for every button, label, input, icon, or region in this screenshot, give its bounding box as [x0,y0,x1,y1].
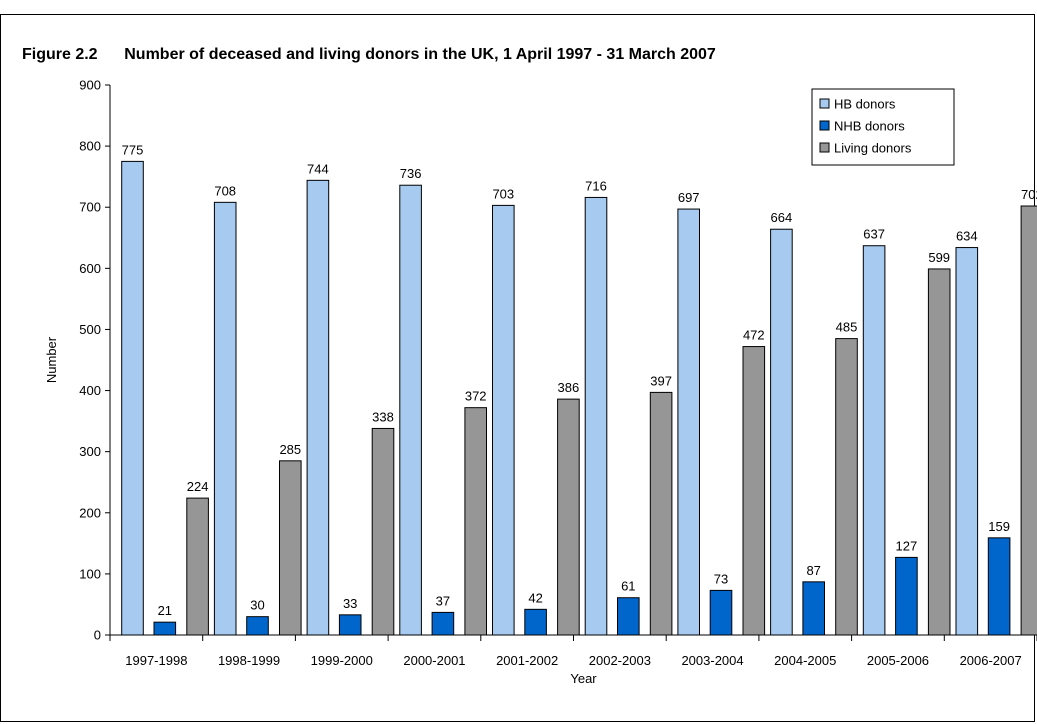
legend-box [811,88,955,166]
data-label: 372 [465,389,487,404]
y-tick-label: 200 [79,505,101,520]
legend-swatch [819,142,830,153]
bar-living-donors [927,268,951,636]
data-label: 33 [343,596,357,611]
bar-nhb-donors [338,614,362,636]
bar-nhb-donors [153,621,177,636]
bar-hb-donors [677,208,701,636]
bar-living-donors [371,427,395,636]
y-tick-label: 600 [79,261,101,276]
bar-hb-donors [584,196,608,636]
x-tick-label: 1998-1999 [218,653,280,668]
bar-nhb-donors [895,556,918,636]
bar-nhb-donors [987,537,1011,636]
y-tick-label: 400 [79,383,101,398]
data-label: 42 [528,590,542,605]
bar-nhb-donors [709,589,733,636]
x-tick-label: 2003-2004 [681,653,743,668]
data-label: 61 [621,579,635,594]
bar-living-donors [279,460,302,636]
data-label: 472 [743,328,765,343]
x-tick-label: 2000-2001 [403,653,465,668]
data-label: 87 [806,563,820,578]
data-label: 30 [250,598,264,613]
data-label: 485 [836,320,858,335]
data-label: 37 [436,593,450,608]
data-label: 285 [279,442,301,457]
data-label: 634 [956,229,978,244]
legend-label: NHB donors [834,119,905,134]
bar-hb-donors [399,184,422,636]
data-label: 637 [863,227,885,242]
bar-nhb-donors [617,597,640,636]
bar-living-donors [649,391,673,636]
legend-swatch [819,120,830,131]
data-label: 775 [122,142,144,157]
data-label: 21 [158,603,172,618]
x-tick-label: 2004-2005 [774,653,836,668]
bar-hb-donors [121,160,144,636]
bar-hb-donors [862,245,886,636]
bar-hb-donors [955,247,979,636]
data-label: 703 [492,186,514,201]
bar-hb-donors [213,201,237,636]
x-tick-label: 2001-2002 [496,653,558,668]
y-tick-label: 300 [79,444,101,459]
data-label: 127 [896,538,918,553]
bar-living-donors [742,346,766,636]
y-axis-label: Number [44,336,59,383]
x-tick-label: 2002-2003 [589,653,651,668]
x-tick-label: 2005-2006 [867,653,929,668]
x-tick-label: 2006-2007 [960,653,1022,668]
data-label: 397 [650,373,672,388]
y-tick-label: 900 [79,78,101,93]
bar-hb-donors [770,228,793,636]
data-label: 697 [678,190,700,205]
bar-nhb-donors [431,611,455,636]
data-label: 736 [400,166,422,181]
legend-label: Living donors [834,141,912,156]
x-tick-label: 1997-1998 [125,653,187,668]
y-tick-label: 0 [94,628,101,643]
data-label: 73 [714,571,728,586]
x-tick-label: 1999-2000 [311,653,373,668]
data-label: 338 [372,409,394,424]
bar-living-donors [186,497,209,636]
x-axis-label: Year [570,671,597,686]
bar-living-donors [464,407,487,636]
chart-title: Figure 2.2 Number of deceased and living… [22,46,716,63]
data-label: 744 [307,161,329,176]
data-label: 224 [187,479,209,494]
y-tick-label: 100 [79,566,101,581]
data-label: 159 [988,519,1010,534]
data-label: 386 [558,380,580,395]
bar-living-donors [1020,205,1037,636]
y-tick-label: 700 [79,200,101,215]
data-label: 664 [771,210,793,225]
bar-living-donors [557,398,580,636]
data-label: 599 [928,250,950,265]
legend-swatch [819,98,830,109]
data-label: 716 [585,178,607,193]
bar-hb-donors [306,179,330,636]
bar-nhb-donors [246,616,269,636]
bar-hb-donors [492,204,515,636]
legend-label: HB donors [834,97,896,112]
y-tick-label: 800 [79,139,101,154]
data-label: 708 [214,183,236,198]
bar-nhb-donors [524,608,547,636]
bar-living-donors [835,338,858,636]
data-label: 702 [1021,187,1037,202]
bar-nhb-donors [802,581,826,636]
y-tick-label: 500 [79,322,101,337]
